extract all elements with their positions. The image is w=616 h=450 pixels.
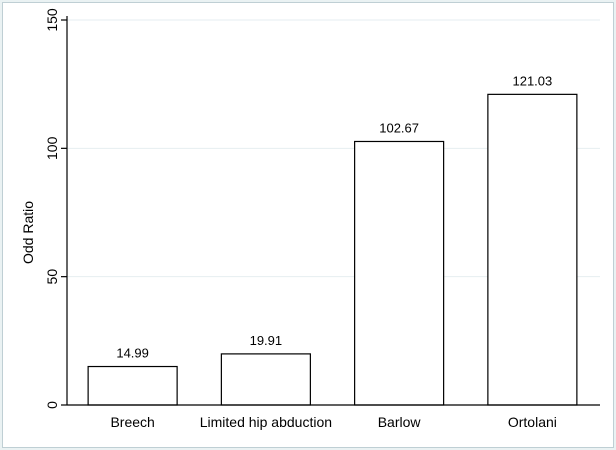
bar: [87, 365, 178, 406]
y-axis-title: Odd Ratio: [20, 201, 36, 264]
x-ticks: Breech Limited hip abduction Barlow Ortolan…: [110, 414, 556, 430]
y-tick-label: 50: [44, 269, 60, 285]
bar: [220, 353, 311, 406]
bars: [87, 93, 578, 406]
y-tick-label: 0: [44, 401, 60, 409]
axes: [66, 16, 600, 406]
data-label: 19.91: [250, 333, 283, 348]
data-label: 102.67: [379, 120, 419, 135]
y-ticks: 0 50 100 150: [44, 8, 67, 409]
data-label: 14.99: [116, 346, 149, 361]
x-tick-label: Breech: [110, 414, 154, 430]
x-tick-label: Ortolani: [508, 414, 557, 430]
data-labels: 14.99 19.91 102.67 121.03: [116, 73, 552, 360]
bar: [487, 93, 578, 406]
y-tick-label: 100: [44, 136, 60, 160]
y-tick-label: 150: [44, 8, 60, 32]
x-tick-label: Limited hip abduction: [200, 414, 332, 430]
x-tick-label: Barlow: [378, 414, 422, 430]
data-label: 121.03: [512, 73, 552, 88]
bar: [354, 140, 445, 406]
